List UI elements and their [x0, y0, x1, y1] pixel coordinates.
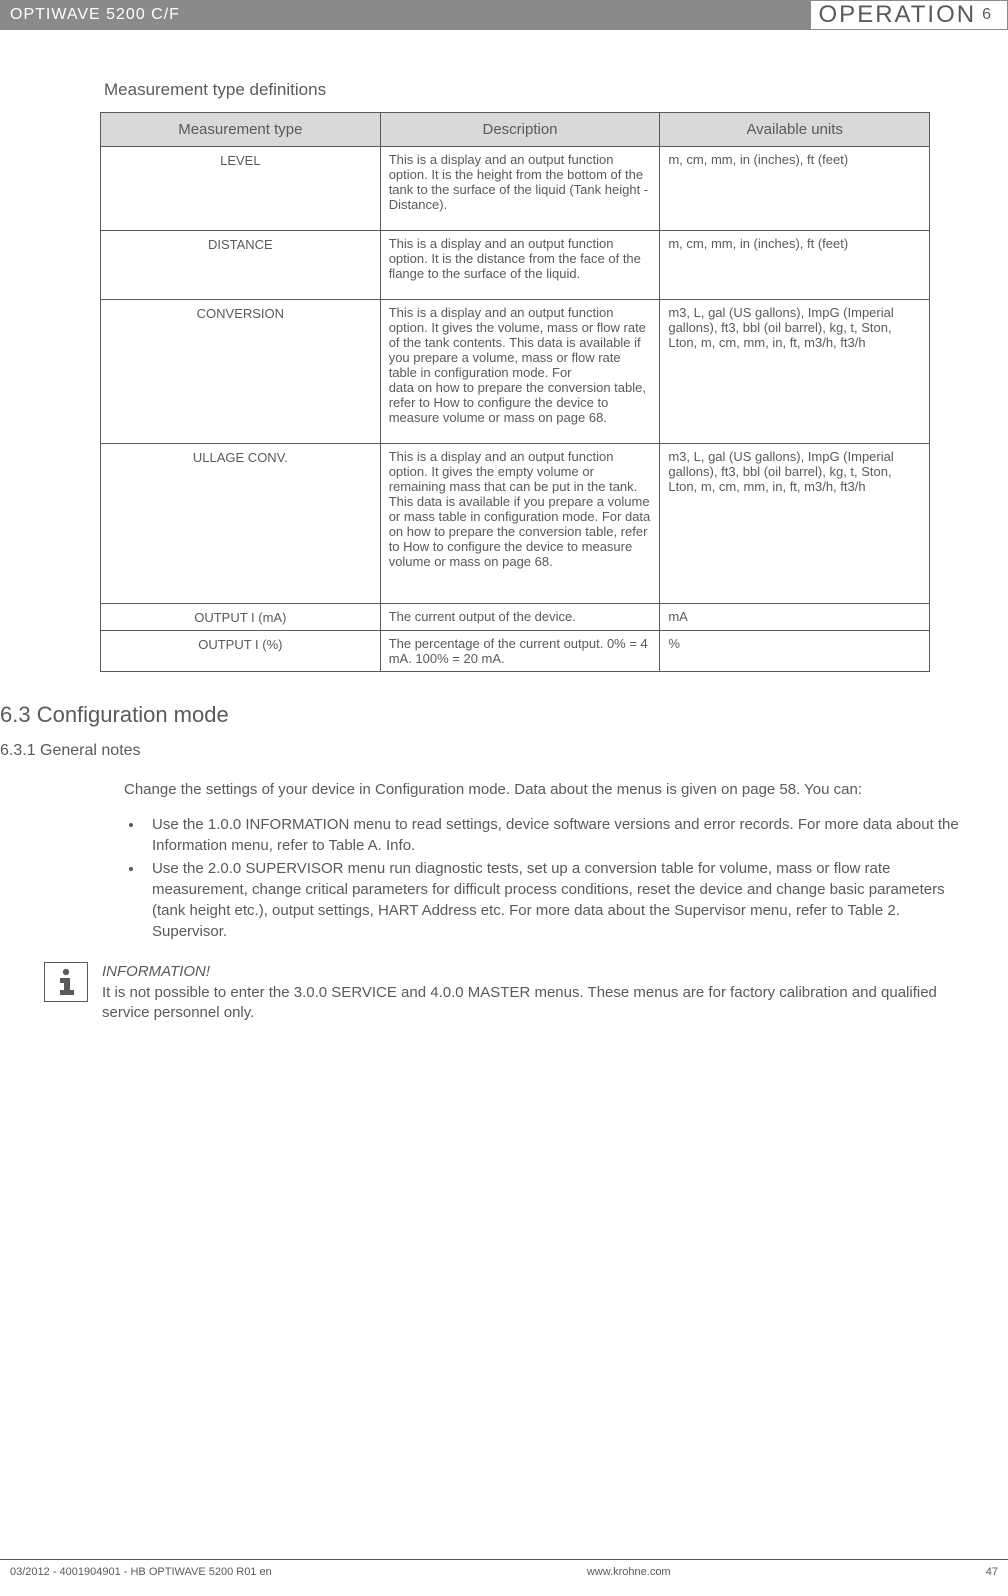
cell-type: LEVEL: [101, 147, 381, 231]
cell-units: mA: [660, 604, 930, 631]
info-text: INFORMATION! It is not possible to enter…: [102, 962, 978, 1023]
th-units: Available units: [660, 113, 930, 147]
table-row: DISTANCE This is a display and an output…: [101, 231, 930, 300]
table-row: OUTPUT I (mA) The current output of the …: [101, 604, 930, 631]
section-heading-6-3: 6.3 Configuration mode: [0, 702, 978, 728]
cell-type: OUTPUT I (%): [101, 631, 381, 672]
table-row: CONVERSION This is a display and an outp…: [101, 300, 930, 444]
measurement-table: Measurement type Description Available u…: [100, 112, 930, 672]
intro-paragraph: Change the settings of your device in Co…: [124, 780, 978, 800]
cell-units: m, cm, mm, in (inches), ft (feet): [660, 147, 930, 231]
table-header-row: Measurement type Description Available u…: [101, 113, 930, 147]
footer-left: 03/2012 - 4001904901 - HB OPTIWAVE 5200 …: [10, 1566, 272, 1578]
cell-desc: This is a display and an output function…: [380, 444, 660, 604]
header-product: OPTIWAVE 5200 C/F: [0, 0, 810, 30]
list-item: Use the 2.0.0 SUPERVISOR menu run diagno…: [144, 858, 978, 942]
section-heading-6-3-1: 6.3.1 General notes: [0, 742, 978, 760]
cell-type: CONVERSION: [101, 300, 381, 444]
cell-desc: This is a display and an output function…: [380, 147, 660, 231]
header-section: OPERATION 6: [810, 0, 1008, 30]
footer-center: www.krohne.com: [587, 1566, 671, 1578]
cell-desc: This is a display and an output function…: [380, 231, 660, 300]
header-section-number: 6: [982, 6, 993, 24]
cell-desc: The percentage of the current output. 0%…: [380, 631, 660, 672]
table-title: Measurement type definitions: [104, 80, 978, 100]
table-row: OUTPUT I (%) The percentage of the curre…: [101, 631, 930, 672]
footer-page-number: 47: [986, 1566, 998, 1578]
page-footer: 03/2012 - 4001904901 - HB OPTIWAVE 5200 …: [0, 1559, 1008, 1578]
th-measurement-type: Measurement type: [101, 113, 381, 147]
info-body: It is not possible to enter the 3.0.0 SE…: [102, 984, 937, 1021]
cell-units: m3, L, gal (US gallons), ImpG (Imperial …: [660, 444, 930, 604]
th-description: Description: [380, 113, 660, 147]
table-row: ULLAGE CONV. This is a display and an ou…: [101, 444, 930, 604]
cell-type: OUTPUT I (mA): [101, 604, 381, 631]
cell-type: ULLAGE CONV.: [101, 444, 381, 604]
info-title: INFORMATION!: [102, 962, 978, 982]
list-item: Use the 1.0.0 INFORMATION menu to read s…: [144, 814, 978, 856]
cell-units: m, cm, mm, in (inches), ft (feet): [660, 231, 930, 300]
cell-desc: The current output of the device.: [380, 604, 660, 631]
info-icon: [44, 962, 88, 1002]
cell-type: DISTANCE: [101, 231, 381, 300]
information-callout: INFORMATION! It is not possible to enter…: [124, 962, 978, 1023]
header-section-text: OPERATION: [819, 1, 977, 29]
bullet-list: Use the 1.0.0 INFORMATION menu to read s…: [144, 814, 978, 942]
cell-units: %: [660, 631, 930, 672]
page-header: OPTIWAVE 5200 C/F OPERATION 6: [0, 0, 1008, 30]
cell-units: m3, L, gal (US gallons), ImpG (Imperial …: [660, 300, 930, 444]
table-row: LEVEL This is a display and an output fu…: [101, 147, 930, 231]
page-content: Measurement type definitions Measurement…: [0, 30, 1008, 1023]
cell-desc: This is a display and an output function…: [380, 300, 660, 444]
